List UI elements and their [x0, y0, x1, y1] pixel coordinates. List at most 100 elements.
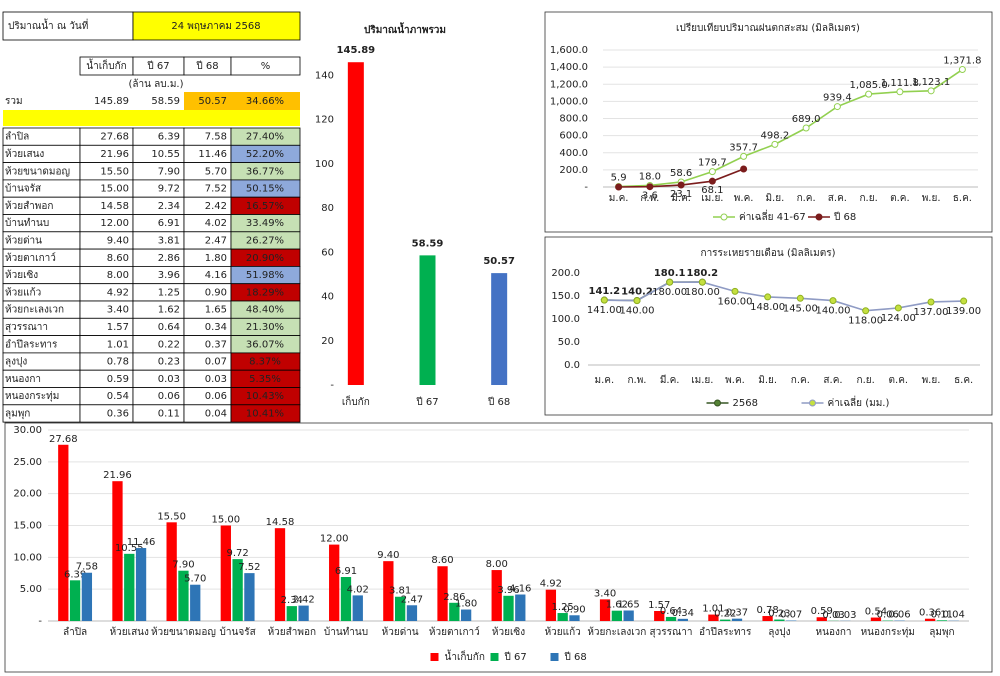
x-tick-label: ต.ค. [889, 375, 909, 386]
y-tick-label: - [330, 380, 334, 391]
row-value: 6.39 [158, 132, 180, 143]
row-value: 0.07 [205, 357, 227, 368]
row-name: ห้วยเสนง [5, 148, 44, 160]
data-label: 58.6 [670, 168, 692, 179]
series-marker [796, 294, 804, 302]
x-tick-label: ก.ค. [791, 375, 810, 386]
series-marker [862, 307, 870, 315]
bar [720, 619, 731, 621]
y-tick-label: 10.00 [13, 552, 42, 563]
row-value: 2.86 [158, 253, 180, 264]
data-label: 0.06 [888, 610, 910, 621]
bar [569, 615, 580, 621]
data-label: 21.96 [103, 470, 132, 481]
x-tick-label: ก.ค. [797, 193, 816, 204]
row-value: 2.34 [158, 201, 180, 212]
data-label: 689.0 [792, 114, 821, 125]
data-label: 50.57 [483, 256, 515, 267]
data-label: 160.00 [718, 296, 753, 307]
y-tick-label: 20 [321, 336, 334, 347]
row-value: 21.96 [100, 149, 129, 160]
data-label: 0.64 [660, 606, 682, 617]
row-value: 1.25 [158, 287, 180, 298]
bar [623, 610, 634, 621]
data-label: 4.02 [347, 584, 369, 595]
series-marker [960, 297, 968, 305]
row-value: 9.40 [107, 235, 129, 246]
x-tick-label: ลุมพุก [929, 627, 954, 638]
x-tick-label: หนองกระทุ่ม [861, 627, 915, 638]
row-value: 1.57 [107, 322, 129, 333]
row-value: 1.62 [158, 305, 180, 316]
row-value: 0.04 [205, 408, 227, 419]
row-value: 0.90 [205, 287, 227, 298]
row-value: 0.64 [158, 322, 180, 333]
series-marker [708, 177, 716, 185]
row-value: 2.42 [205, 201, 227, 212]
x-tick-label: ห้วยขนาดมอญ [151, 626, 216, 638]
legend-label: ปี 67 [504, 651, 527, 663]
bar [395, 596, 406, 621]
bar [166, 522, 177, 621]
x-tick-label: ลุงปุง [768, 627, 790, 638]
data-label: 3.96 [497, 585, 519, 596]
y-tick-label: 25.00 [13, 457, 42, 468]
row-value: 8.60 [107, 253, 129, 264]
column-header-cell [230, 56, 301, 76]
data-label: 1.80 [455, 599, 477, 610]
total-value: 34.66% [246, 96, 284, 107]
bar [677, 618, 688, 621]
x-tick-label: ก.ย. [857, 375, 875, 386]
row-name: ห้วยกะเลงเวก [5, 304, 64, 316]
row-name: บ้านจรัส [5, 183, 41, 195]
bar [870, 617, 882, 621]
series-marker [633, 297, 641, 305]
row-value: 21.30% [246, 322, 284, 333]
row-value: 0.78 [107, 357, 129, 368]
data-label: 124.00 [881, 313, 916, 324]
series-marker [927, 298, 935, 306]
y-tick-label: 200.0 [551, 268, 580, 279]
series-marker [615, 183, 623, 191]
bar [352, 595, 363, 621]
series-marker [740, 152, 748, 160]
row-value: 50.15% [246, 184, 284, 195]
data-label: 23.1 [670, 189, 692, 200]
bar [81, 572, 93, 621]
data-label: 1,111.8 [881, 78, 919, 89]
bar [665, 616, 677, 621]
y-tick-label: 200.0 [559, 165, 588, 176]
data-label: 9.40 [377, 550, 399, 561]
y-tick-label: 1,600.0 [550, 45, 588, 56]
data-label: 6.91 [335, 566, 357, 577]
row-value: 36.07% [246, 339, 284, 350]
y-tick-label: 80 [321, 203, 334, 214]
row-value: 48.40% [246, 305, 284, 316]
row-name: ห้วยสำพอก [5, 200, 53, 212]
row-value: 0.03 [205, 374, 227, 385]
series-marker [764, 293, 772, 301]
row-value: 4.16 [205, 270, 227, 281]
row-name: ลุมพุก [5, 408, 30, 419]
column-header: % [261, 61, 271, 72]
x-tick-label: ก.ย. [859, 193, 877, 204]
x-tick-label: มิ.ย. [758, 375, 777, 386]
row-value: 0.06 [158, 391, 180, 402]
data-label: 180.00 [652, 287, 687, 298]
row-name: ลุงปุง [5, 357, 27, 368]
y-tick-label: 100.0 [551, 314, 580, 325]
row-value: 5.70 [205, 166, 227, 177]
bar [112, 481, 123, 621]
x-tick-label: ปี 67 [416, 396, 439, 408]
data-label: 3.6 [642, 191, 658, 202]
y-tick-label: - [38, 616, 42, 627]
chart-title: เปรียบเทียบปริมาณฝนตกสะสม (มิลลิเมตร) [676, 22, 860, 34]
bar [190, 584, 201, 621]
data-label: 0.04 [943, 610, 965, 621]
row-value: 0.23 [158, 357, 180, 368]
y-tick-label: 60 [321, 247, 334, 258]
data-label: 0.90 [563, 604, 585, 615]
bar [274, 528, 286, 621]
data-label: 3.81 [389, 586, 411, 597]
